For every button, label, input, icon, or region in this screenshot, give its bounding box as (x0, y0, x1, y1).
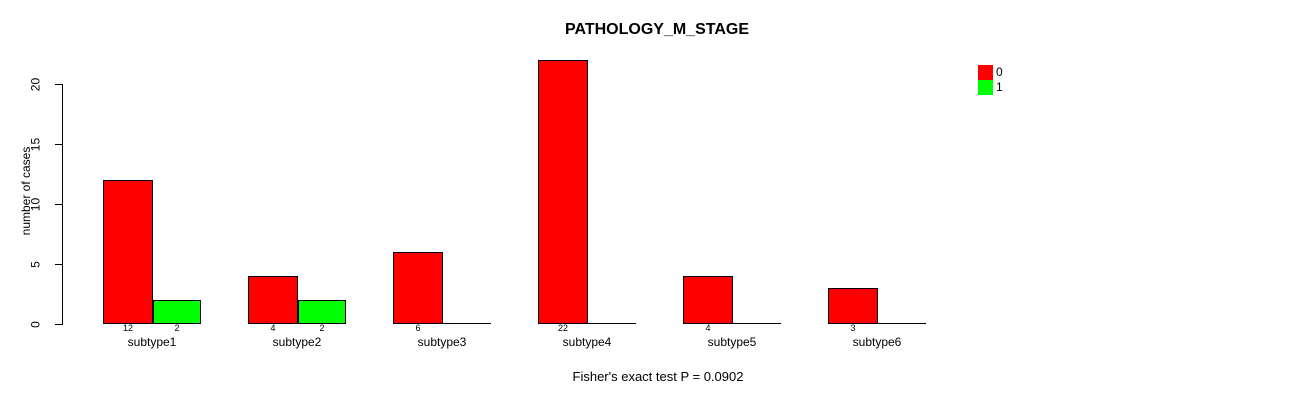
bar-value-label: 4 (705, 323, 711, 333)
y-tick (55, 324, 62, 325)
bar-1-subtype4-zero (588, 323, 636, 324)
bar-value-label: 2 (319, 323, 325, 333)
y-tick-label: 20 (28, 77, 43, 91)
y-tick (55, 264, 62, 265)
bar-0-subtype6 (828, 288, 878, 324)
y-tick-label: 0 (28, 320, 43, 328)
y-axis-line (62, 84, 63, 325)
y-tick (55, 204, 62, 205)
bar-1-subtype6-zero (878, 323, 926, 324)
x-tick-label: subtype1 (127, 335, 177, 349)
bar-value-label: 12 (122, 323, 133, 333)
x-tick-label: subtype4 (562, 335, 612, 349)
footnote: Fisher's exact test P = 0.0902 (572, 369, 744, 384)
legend-swatch-red (978, 65, 993, 80)
bar-value-label: 4 (270, 323, 276, 333)
bar-0-subtype2 (248, 276, 298, 324)
legend-entry-0: 0 (978, 65, 1058, 80)
bar-0-subtype5 (683, 276, 733, 324)
x-tick-label: subtype2 (272, 335, 322, 349)
bar-1-subtype2 (298, 300, 346, 324)
bar-1-subtype1 (153, 300, 201, 324)
bar-value-label: 2 (174, 323, 180, 333)
x-tick-label: subtype6 (852, 335, 902, 349)
bar-value-label: 22 (557, 323, 568, 333)
y-tick (55, 144, 62, 145)
y-tick-label: 5 (28, 260, 43, 268)
chart-title: PATHOLOGY_M_STAGE (564, 21, 750, 38)
legend-entry-1: 1 (978, 80, 1058, 95)
legend-swatch-green (978, 80, 993, 95)
x-tick-label: subtype3 (417, 335, 467, 349)
bar-1-subtype3-zero (443, 323, 491, 324)
bar-value-label: 6 (415, 323, 421, 333)
legend-label: 0 (996, 65, 1003, 79)
bar-0-subtype1 (103, 180, 153, 324)
y-tick (55, 84, 62, 85)
x-tick-label: subtype5 (707, 335, 757, 349)
legend: 0 1 (978, 65, 1058, 95)
y-tick-label: 10 (28, 197, 43, 211)
bar-1-subtype5-zero (733, 323, 781, 324)
y-tick-label: 15 (28, 137, 43, 151)
bar-0-subtype4 (538, 60, 588, 324)
legend-label: 1 (996, 80, 1003, 94)
bar-0-subtype3 (393, 252, 443, 324)
bar-value-label: 3 (850, 323, 856, 333)
